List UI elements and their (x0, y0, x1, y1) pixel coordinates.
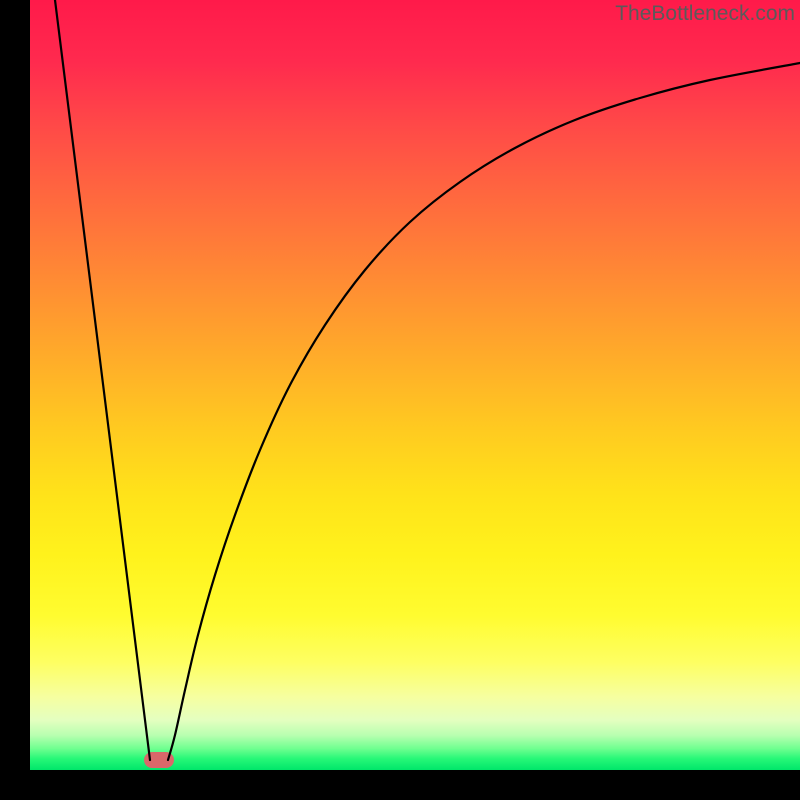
axis-left (0, 0, 30, 800)
watermark-text: TheBottleneck.com (615, 2, 795, 25)
axis-bottom (0, 770, 800, 800)
bottleneck-chart: TheBottleneck.com (0, 0, 800, 800)
chart-svg: TheBottleneck.com (0, 0, 800, 800)
